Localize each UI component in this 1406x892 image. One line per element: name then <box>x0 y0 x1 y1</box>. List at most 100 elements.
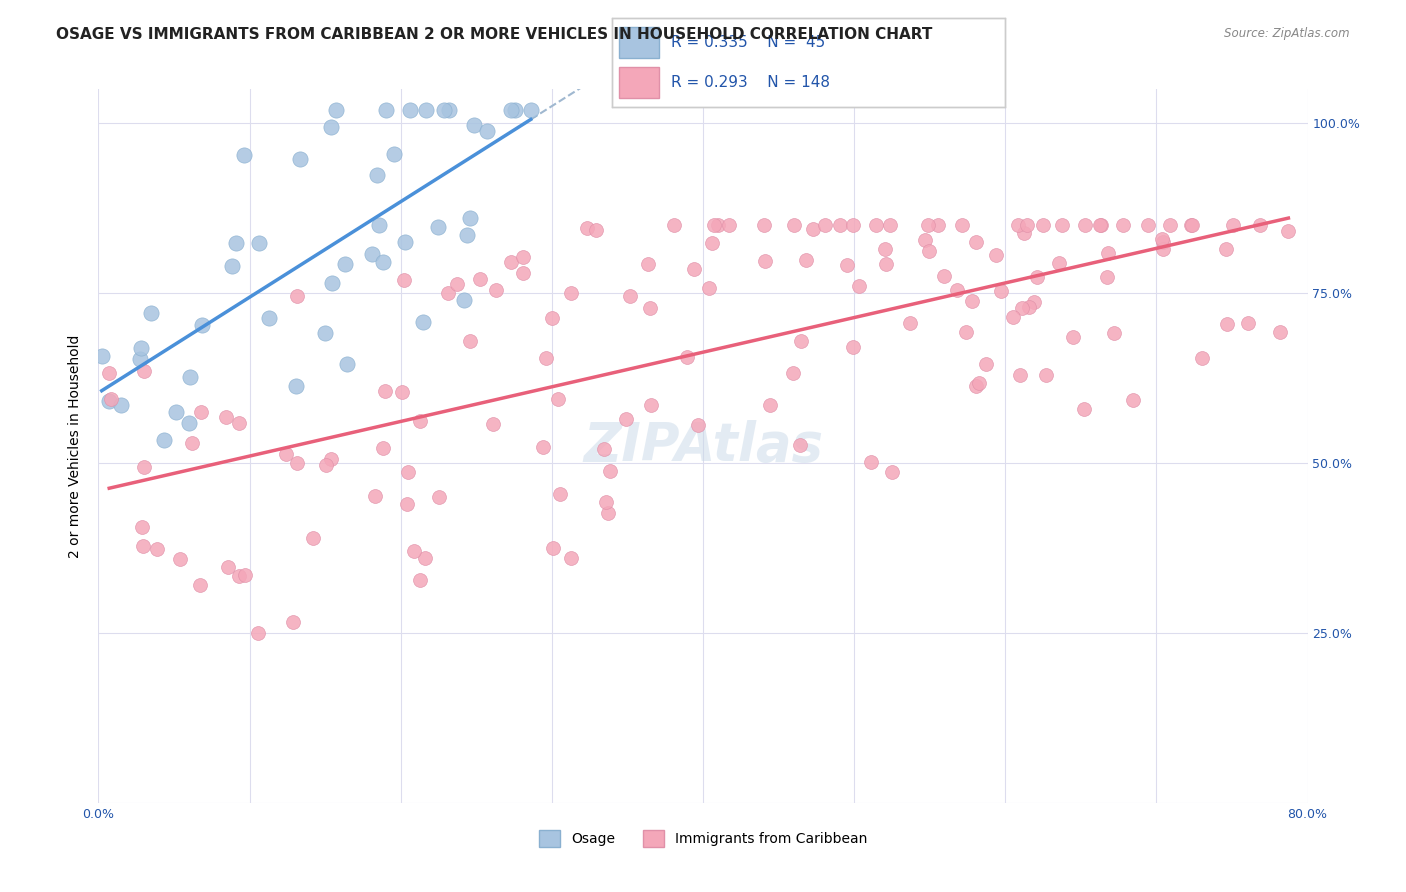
Point <box>475 124 498 138</box>
Point <box>1090 218 1112 232</box>
Point <box>100 392 122 406</box>
Point <box>398 103 420 117</box>
Point <box>413 550 436 565</box>
Point <box>190 318 212 333</box>
Point <box>394 235 416 249</box>
Point <box>1047 256 1070 270</box>
Point <box>131 519 153 533</box>
Point <box>898 316 921 330</box>
Point <box>1014 226 1036 240</box>
Point <box>276 446 298 460</box>
Point <box>1008 368 1031 383</box>
Point <box>129 341 152 355</box>
Point <box>837 259 859 273</box>
Point <box>153 433 176 447</box>
Point <box>873 242 896 256</box>
Point <box>404 544 426 558</box>
Point <box>302 531 325 545</box>
Point <box>319 452 342 467</box>
Point <box>228 569 250 583</box>
Point <box>789 438 811 452</box>
Legend: Osage, Immigrants from Caribbean: Osage, Immigrants from Caribbean <box>533 825 873 853</box>
Point <box>682 262 704 277</box>
Point <box>1035 368 1057 382</box>
Point <box>287 456 309 470</box>
Point <box>990 284 1012 298</box>
Point <box>190 405 212 419</box>
Point <box>409 414 432 428</box>
Point <box>217 560 239 574</box>
Point <box>596 507 619 521</box>
Point <box>453 293 475 308</box>
Point <box>1191 351 1213 365</box>
Point <box>247 236 270 251</box>
Point <box>128 351 150 366</box>
Point <box>90 349 112 363</box>
Point <box>859 455 882 469</box>
Point <box>368 218 391 232</box>
Point <box>1237 317 1260 331</box>
Point <box>927 218 949 232</box>
Point <box>1277 224 1299 238</box>
Point <box>375 103 398 117</box>
Point <box>485 284 508 298</box>
Point <box>409 573 432 587</box>
Point <box>974 357 997 371</box>
Point <box>233 148 256 162</box>
Text: Source: ZipAtlas.com: Source: ZipAtlas.com <box>1225 27 1350 40</box>
Point <box>783 218 806 232</box>
Point <box>794 252 817 267</box>
Point <box>599 464 621 478</box>
Point <box>1180 218 1202 232</box>
Point <box>1026 269 1049 284</box>
Point <box>1095 269 1118 284</box>
Point <box>458 334 481 348</box>
Point <box>576 221 599 235</box>
Point <box>512 250 534 264</box>
Point <box>98 394 121 409</box>
Point <box>373 441 395 455</box>
Point <box>141 306 163 320</box>
Point <box>382 147 405 161</box>
Point <box>814 218 837 232</box>
Point <box>1216 318 1239 332</box>
Point <box>686 418 709 433</box>
Point <box>1249 218 1271 232</box>
Point <box>1222 218 1244 232</box>
Point <box>917 218 939 232</box>
Point <box>914 233 936 247</box>
Point <box>1001 310 1024 325</box>
Point <box>614 412 637 426</box>
Point <box>984 248 1007 262</box>
Text: R = 0.335    N =  45: R = 0.335 N = 45 <box>671 36 825 50</box>
Point <box>366 168 388 182</box>
Point <box>179 416 201 430</box>
Point <box>1152 232 1174 246</box>
Point <box>1090 218 1112 232</box>
Point <box>1050 218 1073 232</box>
Point <box>392 273 415 287</box>
Point <box>717 218 740 232</box>
Y-axis label: 2 or more Vehicles in Household: 2 or more Vehicles in Household <box>69 334 83 558</box>
Text: ZIPAtlas: ZIPAtlas <box>583 420 823 472</box>
Point <box>560 550 582 565</box>
Point <box>1159 218 1181 232</box>
Point <box>1152 242 1174 256</box>
Point <box>758 398 780 412</box>
Point <box>165 404 187 418</box>
Point <box>180 435 202 450</box>
Point <box>314 326 336 340</box>
Point <box>1032 218 1054 232</box>
Point <box>325 103 347 117</box>
Point <box>225 235 247 250</box>
Point <box>520 103 543 117</box>
Point <box>132 539 155 553</box>
Point <box>415 103 437 117</box>
Point <box>593 442 616 457</box>
Point <box>1062 330 1084 344</box>
Point <box>754 254 776 268</box>
Point <box>1022 294 1045 309</box>
Point <box>676 350 699 364</box>
Point <box>360 247 382 261</box>
Point <box>782 366 804 380</box>
